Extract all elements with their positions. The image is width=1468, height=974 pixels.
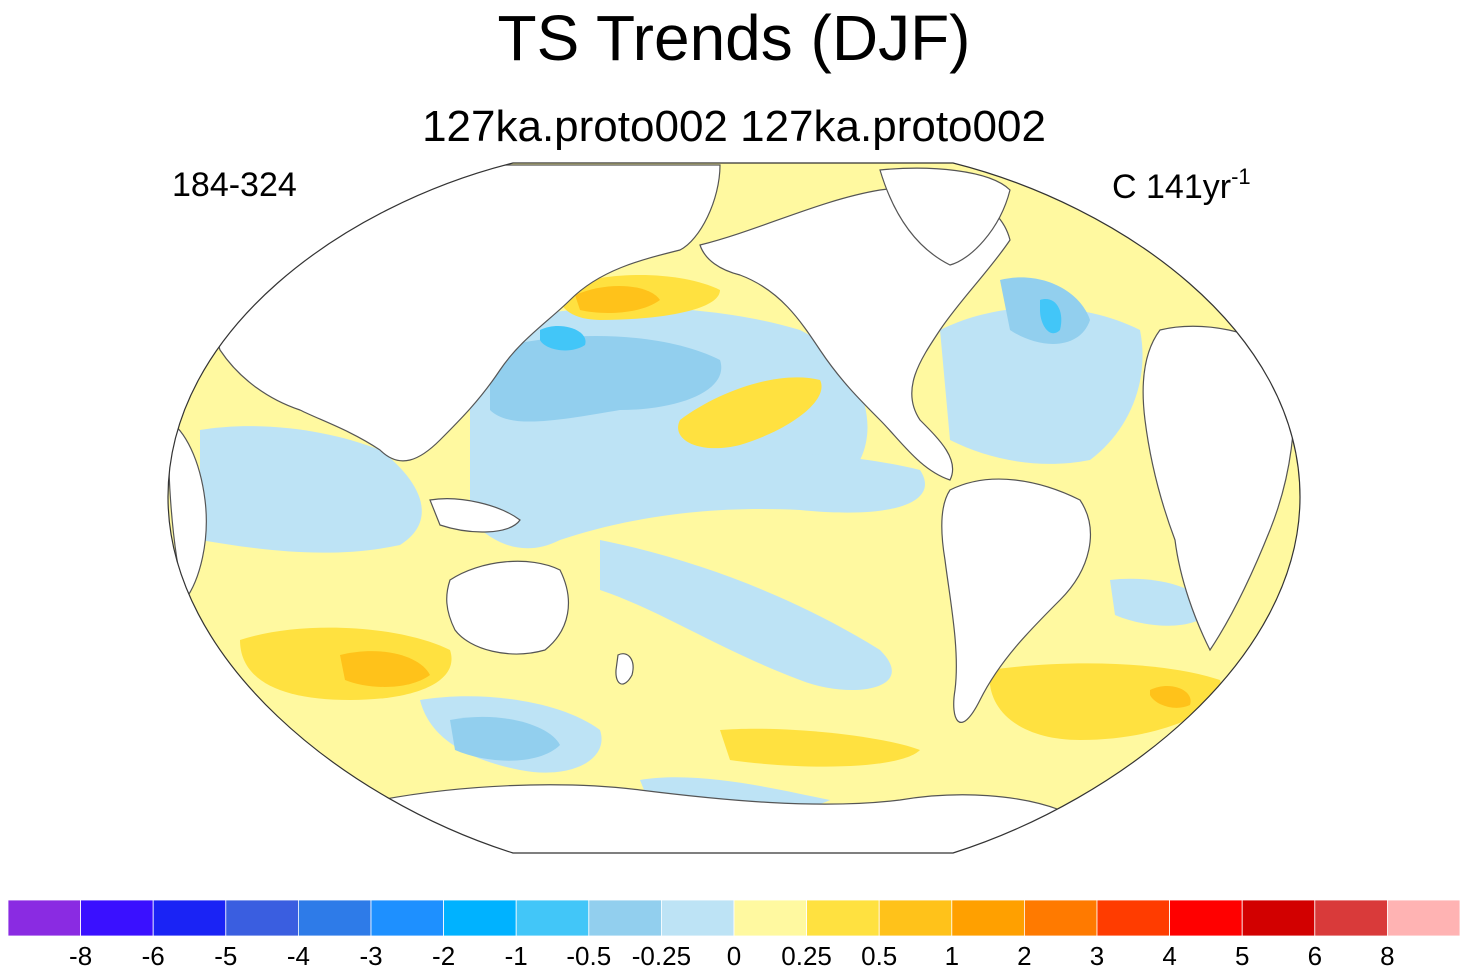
colorbar-tick-label: -8 — [69, 941, 92, 971]
land-antarctica — [379, 784, 1061, 853]
anomaly-equatorial-pacific — [470, 451, 925, 549]
colorbar-box — [515, 899, 590, 937]
land-south-america — [941, 478, 1091, 723]
colorbar-tick-label: 6 — [1308, 941, 1322, 971]
anomaly-tropical-pacific — [600, 540, 892, 690]
land-australia — [446, 560, 569, 655]
anomaly-south-atlantic-warm — [989, 663, 1221, 740]
colorbar-tick-label: -6 — [142, 941, 165, 971]
colorbar-boxes — [7, 899, 1461, 937]
anomaly-indian-ocean — [200, 426, 422, 553]
anomaly-southern-belt — [720, 728, 920, 767]
colorbar-box — [1314, 899, 1388, 937]
colorbar-tick-label: -5 — [214, 941, 237, 971]
units-exponent: -1 — [1231, 164, 1251, 189]
colorbar-box — [225, 899, 299, 937]
colorbar-tick-label: -3 — [359, 941, 382, 971]
colorbar-box — [1241, 899, 1316, 937]
anomaly-southern-pacific-core — [450, 716, 560, 761]
colorbar-tick-label: 5 — [1235, 941, 1249, 971]
colorbar: -8 -6 -5 -4 -3 -2 -1 -0.5 -0.25 0 0.25 0.5 1 2 3 4 5 6 8 — [7, 899, 1461, 971]
land-new-zealand — [615, 653, 634, 685]
colorbar-tick-label: 1 — [945, 941, 959, 971]
units-label: C 141yr-1 — [1112, 156, 1251, 208]
colorbar-tick-label: -0.5 — [566, 941, 611, 971]
colorbar-box — [370, 899, 444, 937]
land-greenland — [879, 167, 1011, 266]
colorbar-box — [7, 899, 81, 937]
colorbar-box — [661, 899, 735, 937]
colorbar-tick-label: -1 — [505, 941, 528, 971]
anomaly-south-atlantic — [1110, 578, 1210, 626]
anomaly-japan-coast — [540, 325, 586, 351]
colorbar-tick-label: 2 — [1017, 941, 1031, 971]
colorbar-labels: -8 -6 -5 -4 -3 -2 -1 -0.5 -0.25 0 0.25 0.5 1 2 3 4 5 6 8 — [69, 941, 1395, 971]
colorbar-box — [588, 899, 662, 937]
land-africa-west — [168, 418, 207, 602]
colorbar-tick-label: 0 — [727, 941, 741, 971]
colorbar-box — [1096, 899, 1170, 937]
anomaly-kuroshio — [490, 336, 722, 422]
colorbar-box — [152, 899, 227, 937]
colorbar-box — [443, 899, 517, 937]
anomaly-labrador — [1040, 299, 1062, 334]
map-title: TS Trends (DJF) — [497, 2, 971, 74]
colorbar-box — [1024, 899, 1098, 937]
colorbar-tick-label: -2 — [432, 941, 455, 971]
colorbar-tick-label: 4 — [1162, 941, 1176, 971]
anomaly-subtropical-pacific — [678, 377, 822, 449]
colorbar-box — [878, 899, 953, 937]
anomaly-atlantic-core — [1150, 685, 1191, 708]
anomaly-indian-core — [340, 651, 430, 687]
colorbar-box — [1387, 899, 1461, 937]
colorbar-tick-label: 0.25 — [781, 941, 832, 971]
colorbar-tick-label: 0.5 — [861, 941, 897, 971]
colorbar-box — [806, 899, 880, 937]
globe-outline — [167, 162, 1301, 854]
colorbar-tick-label: 8 — [1380, 941, 1394, 971]
colorbar-box — [80, 899, 154, 937]
colorbar-box — [1169, 899, 1243, 937]
colorbar-tick-label: -0.25 — [632, 941, 691, 971]
anomaly-north-atlantic — [940, 307, 1143, 464]
colorbar-tick-label: 3 — [1090, 941, 1104, 971]
anomaly-okhotsk — [575, 285, 660, 313]
colorbar-tick-label: -4 — [287, 941, 310, 971]
colorbar-box — [733, 899, 807, 937]
period-label: 184-324 — [172, 166, 297, 204]
units-base: C 141yr — [1112, 168, 1232, 206]
colorbar-box — [951, 899, 1025, 937]
map-subtitle: 127ka.proto002 127ka.proto002 — [422, 102, 1046, 151]
world-map — [167, 162, 1301, 854]
land-indonesia — [429, 498, 521, 533]
colorbar-box — [297, 899, 372, 937]
